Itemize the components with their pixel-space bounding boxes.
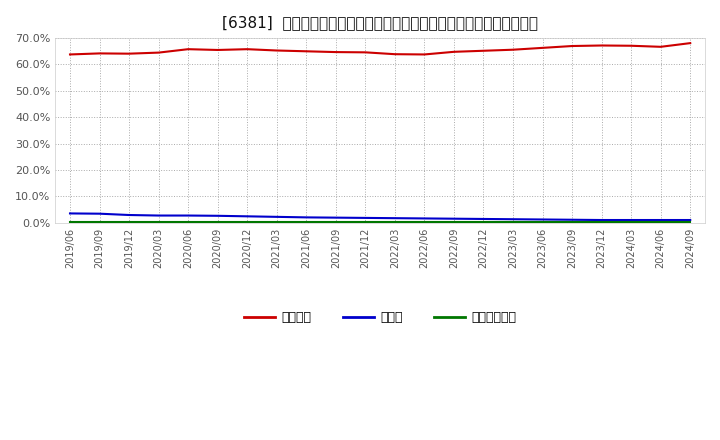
Legend: 自己資本, のれん, 繰延税金資産: 自己資本, のれん, 繰延税金資産 [239, 306, 521, 330]
Title: [6381]  自己資本、のれん、繰延税金資産の総資産に対する比率の推移: [6381] 自己資本、のれん、繰延税金資産の総資産に対する比率の推移 [222, 15, 538, 30]
